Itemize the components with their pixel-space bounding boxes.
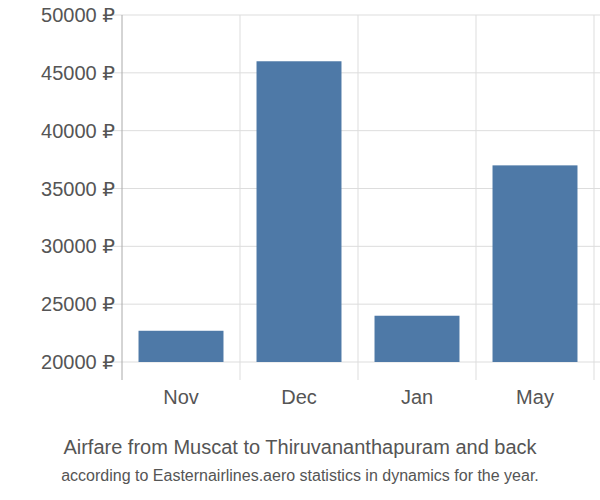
y-axis-line xyxy=(122,15,123,380)
bar xyxy=(375,316,460,362)
band-separator xyxy=(358,15,359,380)
y-tick-label: 50000 ₽ xyxy=(41,4,115,26)
title: Airfare from Muscat to Thiruvananthapura… xyxy=(63,436,537,458)
y-tick-label: 45000 ₽ xyxy=(41,62,115,84)
y-tick-label: 35000 ₽ xyxy=(41,178,115,200)
y-tick-label: 25000 ₽ xyxy=(41,293,115,315)
bars xyxy=(139,61,578,362)
y-tick-label: 20000 ₽ xyxy=(41,351,115,373)
y-tick-label: 40000 ₽ xyxy=(41,120,115,142)
bar xyxy=(139,331,224,362)
y-tick-label: 30000 ₽ xyxy=(41,235,115,257)
x-tick-label: Jan xyxy=(401,386,433,408)
chart-svg: 20000 ₽ 25000 ₽ 30000 ₽ 35000 ₽ 40000 ₽ 45000… xyxy=(0,0,600,500)
band-separator xyxy=(240,15,241,380)
band-separator xyxy=(594,15,595,380)
band-separator xyxy=(476,15,477,380)
x-tick-label: Dec xyxy=(281,386,317,408)
subtitle: according to Easternairlines.aero statis… xyxy=(61,467,539,484)
chart-container: 20000 ₽ 25000 ₽ 30000 ₽ 35000 ₽ 40000 ₽ 45000… xyxy=(0,0,600,500)
x-tick-label: Nov xyxy=(163,386,199,408)
grid-line xyxy=(112,15,600,16)
x-tick-label: May xyxy=(516,386,554,408)
bar xyxy=(493,165,578,362)
grid-line xyxy=(112,72,600,73)
bar xyxy=(257,61,342,362)
grid-line xyxy=(112,130,600,131)
